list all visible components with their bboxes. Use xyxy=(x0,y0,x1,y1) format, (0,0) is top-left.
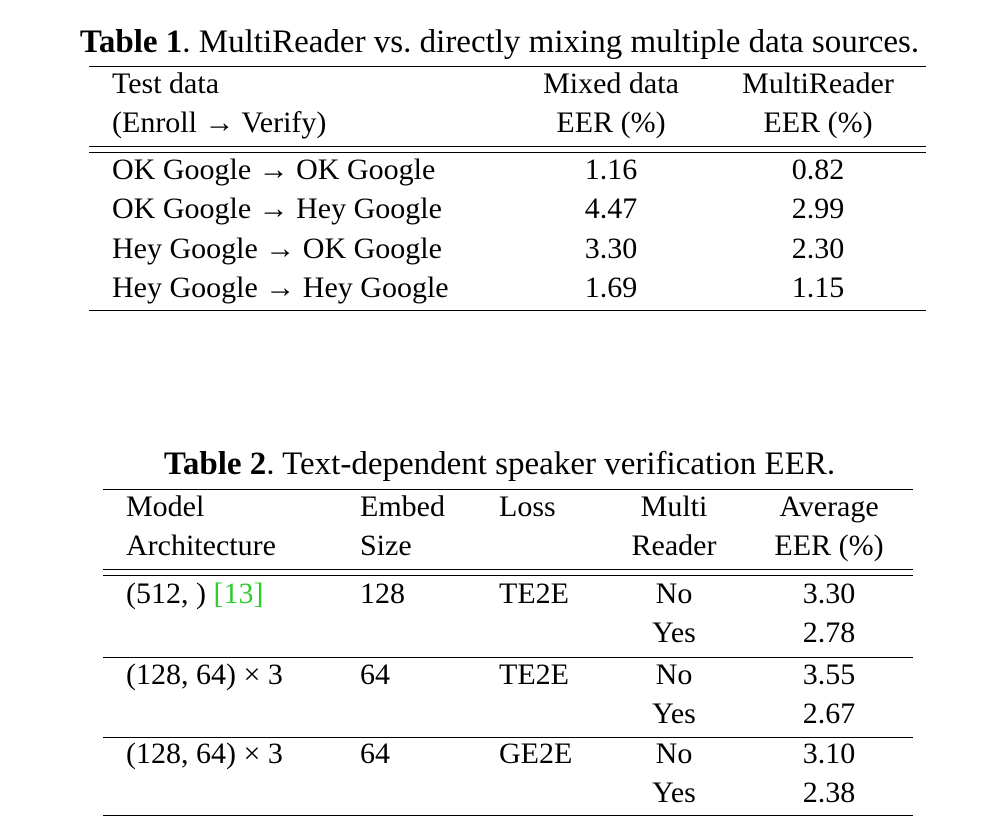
table2-label: Table 2 xyxy=(163,446,267,482)
table1-mixed-cell: 3.30 xyxy=(584,232,638,265)
table2-bottom-rule xyxy=(103,815,913,816)
table2-arch-cell: (128, 64) × 3 xyxy=(126,658,283,691)
table2-embed-cell: 64 xyxy=(360,737,390,770)
citation-link[interactable]: [13] xyxy=(213,577,264,610)
table2-arch-cell: (128, 64) × 3 xyxy=(126,737,283,770)
table2-header-arch-line2: Architecture xyxy=(126,529,276,562)
table2-arch-text: (512, ) xyxy=(126,577,214,610)
table2-loss-cell: TE2E xyxy=(499,577,569,610)
table2-header-rule-2 xyxy=(103,575,913,576)
table2-embed-cell: 64 xyxy=(360,658,390,691)
table2-header-embed-line2: Size xyxy=(360,529,412,562)
table1-header-test-line2: (Enroll → Verify) xyxy=(112,106,327,139)
table1-bottom-rule xyxy=(89,310,926,311)
table1-header-mixed-line2: EER (%) xyxy=(556,106,666,139)
table2-eer-cell: 3.30 xyxy=(802,577,856,610)
table1-multireader-cell: 0.82 xyxy=(791,153,845,186)
table1-header-multireader-line1: MultiReader xyxy=(742,67,894,100)
table1-multireader-cell: 1.15 xyxy=(791,271,845,304)
table1-multireader-cell: 2.30 xyxy=(791,232,845,265)
table2-header-arch-line1: Model xyxy=(126,490,205,523)
table2-header-multi-line1: Multi xyxy=(640,490,708,523)
table2-top-rule xyxy=(103,489,913,490)
table1-header-test-line1: Test data xyxy=(112,67,220,100)
table2-multireader-cell: Yes xyxy=(652,616,696,649)
table2-multireader-cell: No xyxy=(655,737,693,770)
table1-multireader-cell: 2.99 xyxy=(791,192,845,225)
table1-test-cell: OK Google → OK Google xyxy=(112,153,436,186)
table1-header-mixed-line1: Mixed data xyxy=(543,67,679,100)
table1-test-cell: Hey Google → Hey Google xyxy=(112,271,449,304)
table2-eer-cell: 3.10 xyxy=(802,737,856,770)
table2-multireader-cell: No xyxy=(655,577,693,610)
table2-header-rule-1 xyxy=(103,569,913,570)
table1-test-cell: Hey Google → OK Google xyxy=(112,232,442,265)
table1-test-cell: OK Google → Hey Google xyxy=(112,192,442,225)
table2-header-multi-line2: Reader xyxy=(631,529,717,562)
table1-header-rule-2 xyxy=(89,152,926,153)
table1-mixed-cell: 4.47 xyxy=(584,192,638,225)
table2-header-embed-line1: Embed xyxy=(360,490,445,523)
table1-label: Table 1 xyxy=(79,24,183,60)
table2-header-eer-line1: Average xyxy=(779,490,879,523)
table2-group-rule xyxy=(103,737,913,738)
table1-header-multireader-line2: EER (%) xyxy=(763,106,873,139)
table2-eer-cell: 3.55 xyxy=(802,658,856,691)
table2-group-rule xyxy=(103,657,913,658)
table1-top-rule xyxy=(89,66,926,67)
table2-eer-cell: 2.78 xyxy=(802,616,856,649)
table1-header-rule-1 xyxy=(89,146,926,147)
table2-loss-cell: TE2E xyxy=(499,658,569,691)
table1-mixed-cell: 1.16 xyxy=(584,153,638,186)
table2-eer-cell: 2.67 xyxy=(802,697,856,730)
table2-multireader-cell: No xyxy=(655,658,693,691)
table2-header-eer-line2: EER (%) xyxy=(774,529,884,562)
table1-caption-text: . MultiReader vs. directly mixing multip… xyxy=(182,24,920,60)
table2-multireader-cell: Yes xyxy=(652,697,696,730)
table2-loss-cell: GE2E xyxy=(499,737,573,770)
table1-mixed-cell: 1.69 xyxy=(584,271,638,304)
table2-caption: Table 2. Text-dependent speaker verifica… xyxy=(0,444,999,484)
table1-caption: Table 1. MultiReader vs. directly mixing… xyxy=(0,22,999,62)
table2-caption-text: . Text-dependent speaker verification EE… xyxy=(266,446,836,482)
table2-header-loss: Loss xyxy=(499,490,556,523)
table2-multireader-cell: Yes xyxy=(652,776,696,809)
table2-eer-cell: 2.38 xyxy=(802,776,856,809)
table2-embed-cell: 128 xyxy=(360,577,405,610)
table2-arch-cell: (512, ) [13] xyxy=(126,576,263,612)
